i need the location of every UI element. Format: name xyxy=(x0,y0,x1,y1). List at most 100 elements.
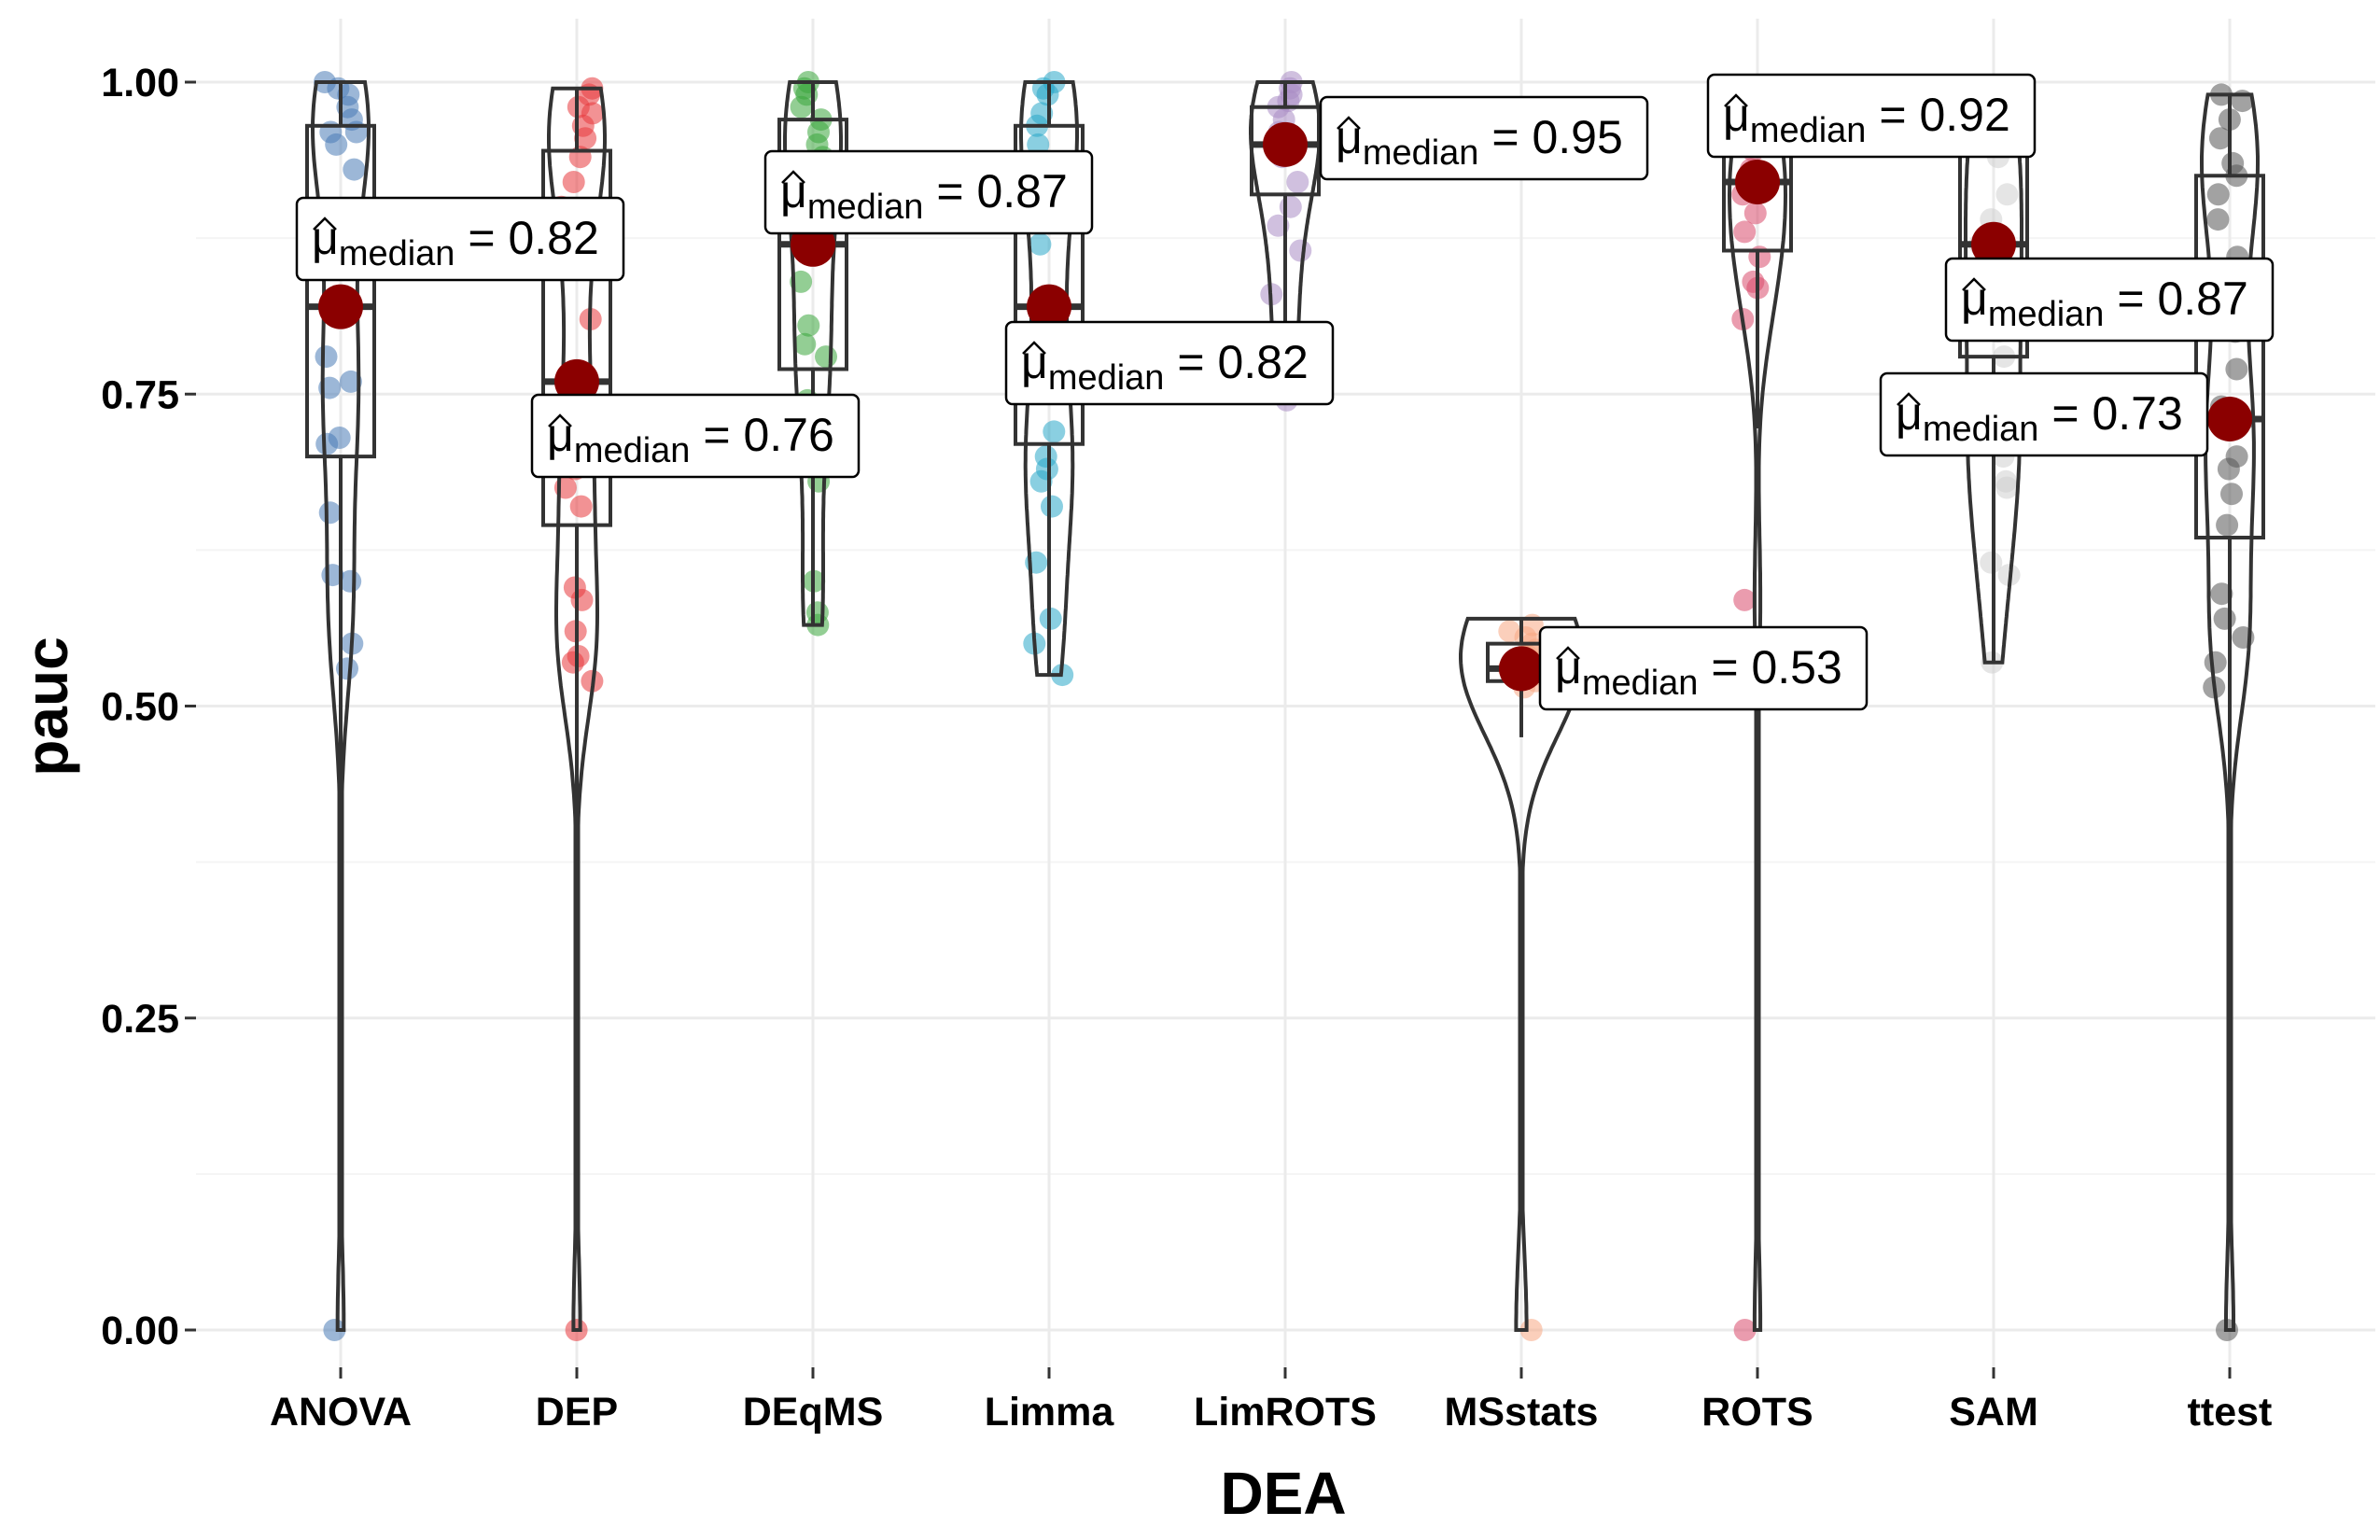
y-axis: 0.00 0.25 0.50 0.75 1.00 xyxy=(101,61,196,1353)
violin-outline xyxy=(1019,80,1079,678)
median-label-equals: = xyxy=(455,212,508,264)
median-label: μmedian = 0.82 xyxy=(1004,320,1335,406)
x-axis-title: DEA xyxy=(1220,1460,1346,1527)
median-label-value: 0.82 xyxy=(508,212,598,264)
median-label: μmedian = 0.95 xyxy=(1319,95,1649,181)
median-label-symbol: μ xyxy=(547,409,574,461)
hat-icon xyxy=(1337,116,1361,130)
violin-outline xyxy=(1249,80,1322,402)
median-label-box xyxy=(1879,371,2209,457)
median-label-equals: = xyxy=(1164,336,1217,388)
violin-outline xyxy=(1459,616,1584,1332)
median-dot xyxy=(554,358,599,404)
hat-icon xyxy=(1962,277,1986,291)
median-label-subscript: median xyxy=(574,431,691,470)
x-tick-label: MSstats xyxy=(1445,1390,1599,1435)
median-label-value: 0.95 xyxy=(1532,111,1622,163)
median-label-box xyxy=(530,393,861,479)
hat-icon xyxy=(1556,646,1580,660)
median-label-value: 0.73 xyxy=(2092,387,2182,440)
hat-icon xyxy=(548,413,572,427)
median-label-symbol: μ xyxy=(1021,336,1048,388)
dea-group-msstats xyxy=(1459,613,1584,1341)
data-point xyxy=(1733,588,1757,611)
median-label-equals: = xyxy=(923,165,976,217)
median-label-box xyxy=(1319,95,1649,181)
data-point xyxy=(2216,513,2239,537)
median-label-subscript: median xyxy=(807,188,924,227)
data-point xyxy=(793,332,817,356)
data-point xyxy=(1733,220,1757,244)
data-point xyxy=(574,127,597,150)
data-point xyxy=(569,495,593,518)
data-point xyxy=(1980,551,2003,574)
data-point xyxy=(2225,357,2248,381)
median-label-symbol: μ xyxy=(1723,89,1750,141)
median-label-symbol: μ xyxy=(1336,111,1363,163)
median-label-symbol: μ xyxy=(780,165,807,217)
dea-group-anova xyxy=(305,71,376,1341)
data-point xyxy=(339,370,362,393)
median-label-text: μmedian = 0.82 xyxy=(312,212,599,273)
median-dot xyxy=(1027,284,1071,329)
data-point xyxy=(1029,232,1052,256)
median-label: μmedian = 0.53 xyxy=(1538,625,1869,711)
median-label-equals: = xyxy=(2038,387,2092,440)
median-label-subscript: median xyxy=(1582,664,1699,703)
median-label: μmedian = 0.76 xyxy=(530,393,861,479)
median-label-box xyxy=(1706,73,2037,159)
data-point xyxy=(1029,469,1053,493)
data-point xyxy=(1043,420,1066,443)
median-label: μmedian = 0.82 xyxy=(295,196,625,282)
median-dot xyxy=(318,284,363,329)
data-point xyxy=(1995,476,2019,499)
median-label: μmedian = 0.87 xyxy=(1944,257,2275,343)
hat-icon xyxy=(313,217,337,231)
y-tick-label: 0.50 xyxy=(101,685,179,730)
data-point xyxy=(562,171,585,193)
median-label-text: μmedian = 0.87 xyxy=(780,165,1068,227)
x-tick-label: ROTS xyxy=(1701,1390,1813,1435)
median-dot xyxy=(1263,121,1308,167)
hat-icon xyxy=(781,170,805,184)
hat-icon xyxy=(1724,93,1748,107)
median-dot xyxy=(1735,159,1780,204)
data-point xyxy=(790,95,813,119)
median-label-subscript: median xyxy=(1363,133,1479,173)
median-label-equals: = xyxy=(1478,111,1532,163)
x-tick-label: DEqMS xyxy=(743,1390,884,1435)
median-label-value: 0.87 xyxy=(2157,273,2247,325)
median-label-value: 0.76 xyxy=(743,409,833,461)
median-label-text: μmedian = 0.73 xyxy=(1896,387,2183,449)
median-label-symbol: μ xyxy=(1961,273,1988,325)
median-label-text: μmedian = 0.82 xyxy=(1021,336,1309,398)
median-label-equals: = xyxy=(2104,273,2157,325)
median-label-subscript: median xyxy=(1750,111,1867,150)
median-label-text: μmedian = 0.76 xyxy=(547,409,834,470)
x-tick-label: ttest xyxy=(2188,1390,2273,1435)
data-point xyxy=(2208,127,2232,150)
median-label-box xyxy=(1538,625,1869,711)
median-label-subscript: median xyxy=(1048,358,1165,398)
median-label-equals: = xyxy=(690,409,743,461)
median-label-box xyxy=(295,196,625,282)
median-label: μmedian = 0.73 xyxy=(1879,371,2209,457)
data-point xyxy=(315,432,339,455)
data-point xyxy=(1995,183,2019,206)
y-tick-label: 0.75 xyxy=(101,372,179,417)
box xyxy=(2194,174,2265,540)
data-point xyxy=(1286,171,1309,193)
median-label: μmedian = 0.92 xyxy=(1706,73,2037,159)
median-label-value: 0.87 xyxy=(976,165,1067,217)
median-label: μmedian = 0.87 xyxy=(763,149,1094,235)
data-point xyxy=(315,345,338,369)
data-point xyxy=(325,133,348,156)
y-tick-label: 0.00 xyxy=(101,1309,179,1353)
data-point xyxy=(2206,208,2230,231)
dea-group-ttest xyxy=(2194,83,2265,1341)
median-label-box xyxy=(763,149,1094,235)
median-label-box xyxy=(1004,320,1335,406)
data-point xyxy=(2217,457,2240,481)
